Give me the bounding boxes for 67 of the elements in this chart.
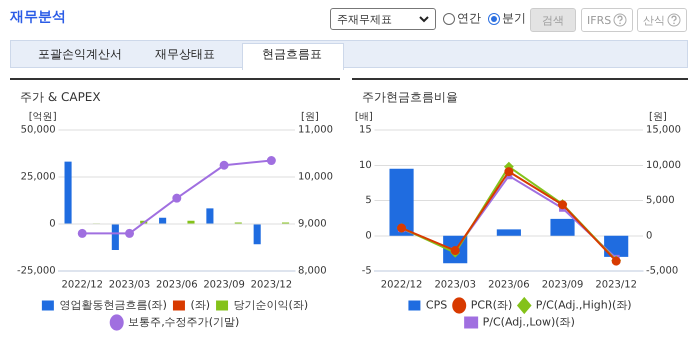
y-tick-label: 15 <box>358 124 372 136</box>
bar <box>64 162 72 224</box>
y2-axis-title: [원] <box>649 112 667 123</box>
point <box>78 228 87 238</box>
x-tick-label: 2023/09 <box>203 280 245 291</box>
bar <box>254 224 261 244</box>
bar <box>187 220 195 224</box>
y2-tick-label: 5,000 <box>646 195 675 206</box>
x-tick-label: 2022/12 <box>380 280 422 291</box>
point <box>125 228 134 238</box>
x-tick-label: 2023/12 <box>250 280 292 291</box>
y2-tick-label: 10,000 <box>646 160 682 171</box>
text: 검색 <box>530 8 576 32</box>
text: 현금흐름표 <box>262 46 322 63</box>
bar <box>550 218 575 236</box>
chart-title: 주가현금흐름비율 <box>362 89 458 106</box>
y2-tick-label: -5,000 <box>646 266 678 277</box>
y-axis-title: [억원] <box>28 112 57 123</box>
x-tick-label: 2022/12 <box>61 280 104 291</box>
y-tick-label: 25,000 <box>20 172 56 183</box>
y-tick-label: -25,000 <box>16 266 56 277</box>
y2-tick-label: 11,000 <box>298 124 334 136</box>
bar <box>159 218 166 224</box>
text: 재무분석 <box>10 8 66 26</box>
text: 연간 <box>457 10 481 27</box>
legend-label: 보통주,수정주가(기말) <box>128 315 240 328</box>
text: 분기 <box>502 10 526 27</box>
x-tick-label: 2023/03 <box>434 280 476 291</box>
y-tick-label: 5 <box>365 195 372 206</box>
bar <box>496 229 521 236</box>
legend-label: P/C(Adj.,High)(좌) <box>536 298 632 312</box>
bar <box>206 208 214 224</box>
y2-tick-label: 15,000 <box>646 124 682 136</box>
x-tick-label: 2023/03 <box>108 280 150 291</box>
legend-label: PCR(좌) <box>470 298 512 312</box>
legend-label: 당기순이익(좌) <box>234 298 308 312</box>
legend-label: 영업활동현금흐름(좌) <box>59 298 167 312</box>
x-tick-label: 2023/06 <box>488 280 530 291</box>
bar <box>389 168 414 236</box>
text: 포괄손익계산서 <box>38 46 122 63</box>
y-tick-label: -5 <box>362 266 372 277</box>
text: 재무상태표 <box>155 46 215 63</box>
x-tick-label: 2023/06 <box>156 280 198 291</box>
y-tick-label: 10 <box>358 160 372 171</box>
y-tick-label: 0 <box>49 218 56 230</box>
point <box>172 194 182 203</box>
legend-label: CPS <box>426 298 448 312</box>
chart-title: 주가 & CAPEX <box>20 89 101 106</box>
y-axis-title: [배] <box>354 112 373 123</box>
bar <box>112 224 119 250</box>
y2-tick-label: 0 <box>646 230 652 242</box>
point <box>266 156 276 166</box>
dropdown: 주재무제표 <box>330 8 436 30</box>
y-tick-label: 0 <box>365 230 372 242</box>
point <box>504 167 514 176</box>
text: 산식 <box>643 12 665 28</box>
y-tick-label: 50,000 <box>20 124 56 136</box>
text: IFRS <box>587 14 612 26</box>
y2-tick-label: 9,000 <box>298 218 327 230</box>
point <box>220 160 229 170</box>
legend-label: (좌) <box>190 298 210 312</box>
x-tick-label: 2023/12 <box>595 280 637 291</box>
y2-tick-label: 8,000 <box>298 266 327 277</box>
y2-axis-title: [원] <box>301 112 319 123</box>
y2-tick-label: 10,000 <box>298 172 334 183</box>
x-tick-label: 2023/09 <box>542 280 584 291</box>
legend-label: P/C(Adj.,Low)(좌) <box>482 315 575 328</box>
